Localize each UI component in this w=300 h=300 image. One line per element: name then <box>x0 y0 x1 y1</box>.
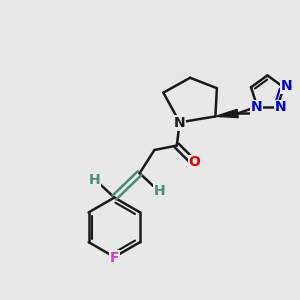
Text: N: N <box>275 100 286 115</box>
Text: N: N <box>173 116 185 130</box>
Text: N: N <box>250 100 262 115</box>
Text: F: F <box>110 250 119 265</box>
Text: H: H <box>154 184 165 198</box>
Text: H: H <box>88 173 100 187</box>
Text: O: O <box>189 155 200 170</box>
Polygon shape <box>215 109 238 118</box>
Text: N: N <box>281 80 292 93</box>
